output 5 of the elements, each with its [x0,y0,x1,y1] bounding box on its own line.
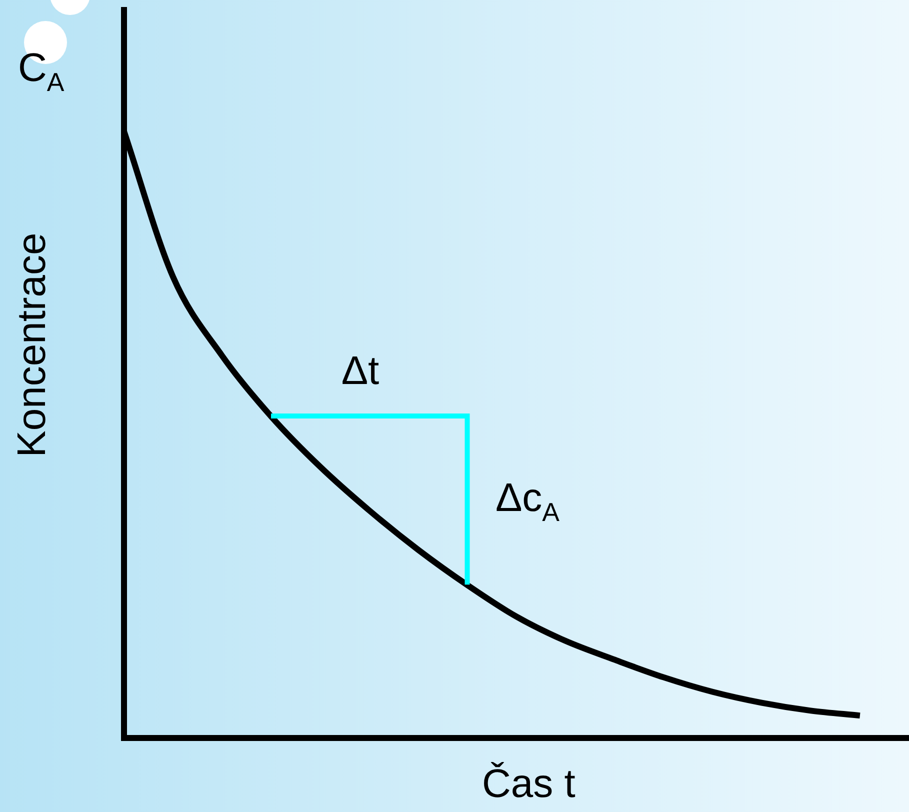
x-axis-title: Čas t [482,762,576,806]
text: C$_{A}$ [18,46,64,97]
annotation: Δc$_{A}$ [495,476,560,528]
y-axis-title: Koncentrace [10,232,54,458]
annotation: Δt [341,349,380,394]
